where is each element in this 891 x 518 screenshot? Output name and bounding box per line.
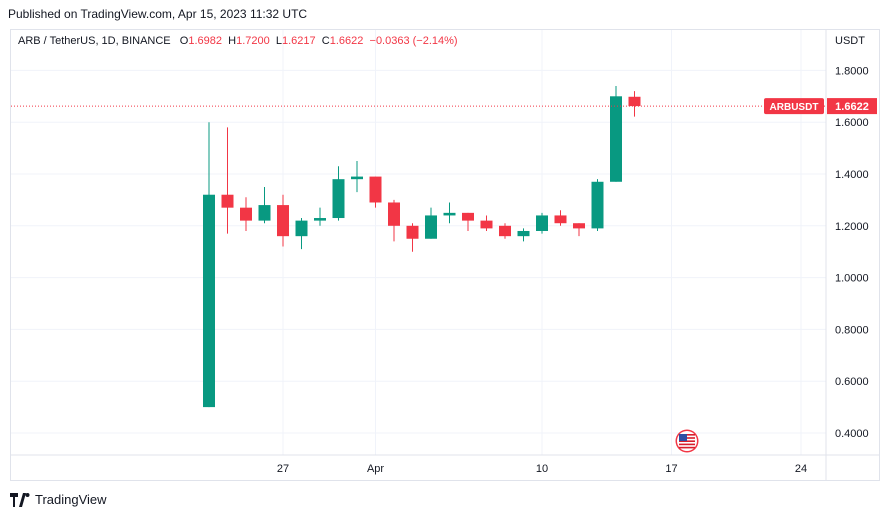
- flag-stripe: [679, 440, 695, 442]
- candle-body: [554, 215, 567, 224]
- low-value: 1.6217: [282, 35, 316, 47]
- y-tick-label: 1.4000: [835, 169, 869, 181]
- x-tick-label: 27: [277, 463, 289, 475]
- grid-lines: [11, 30, 826, 455]
- candle: [499, 223, 511, 239]
- candle: [517, 228, 530, 242]
- flag-stripe: [679, 446, 695, 449]
- candle-body: [480, 220, 493, 229]
- price-tag-value-bg: [827, 98, 877, 115]
- open-label: O: [179, 35, 189, 47]
- price-tag-symbol: ARBUSDT: [770, 102, 819, 113]
- candle-body: [425, 215, 437, 239]
- candle: [554, 210, 567, 226]
- flag-stripe: [679, 443, 695, 446]
- candle: [369, 176, 382, 208]
- candle-body: [277, 205, 289, 237]
- candle: [536, 212, 548, 234]
- candle-body: [258, 205, 271, 221]
- x-tick-label: 10: [536, 463, 548, 475]
- published-note: Published on TradingView.com, Apr 15, 20…: [8, 7, 308, 21]
- candle: [258, 186, 271, 224]
- currency-unit: USDT: [835, 35, 865, 47]
- candle-body: [499, 225, 511, 237]
- symbol-label[interactable]: ARB / TetherUS, 1D, BINANCE: [18, 35, 171, 47]
- us-flag-icon[interactable]: [675, 429, 699, 453]
- candle-body: [517, 230, 530, 237]
- x-tick-label: 24: [795, 463, 807, 475]
- candles: [203, 85, 641, 408]
- candle: [462, 212, 474, 231]
- candle-body: [462, 212, 474, 221]
- high-label: H: [228, 35, 237, 47]
- candle: [314, 207, 326, 226]
- close-value: 1.6622: [329, 35, 364, 47]
- footer-brand: TradingView: [35, 492, 107, 507]
- y-tick-label: 1.2000: [835, 221, 869, 233]
- candle-body: [240, 207, 252, 221]
- candle-body: [573, 223, 585, 229]
- price-axis: 1.8000 1.6000 1.4000 1.2000 1.0000 0.8000 0.60…: [825, 30, 869, 480]
- x-tick-label: Apr: [367, 463, 384, 475]
- candle-body: [332, 179, 345, 219]
- candle-body: [369, 176, 382, 203]
- time-axis: 27 Apr 10 17 24: [11, 454, 880, 475]
- candle: [425, 207, 437, 239]
- chart-frame: [10, 29, 880, 481]
- y-tick-label: 0.4000: [835, 428, 869, 440]
- candle-body: [388, 202, 400, 226]
- candle-body: [221, 194, 234, 208]
- candle: [221, 127, 234, 234]
- price-tag-symbol-bg: [764, 98, 824, 115]
- candle-body: [203, 194, 215, 408]
- candle: [240, 197, 252, 231]
- y-tick-label: 0.6000: [835, 376, 869, 388]
- candle: [388, 199, 400, 242]
- candle-body: [610, 96, 622, 182]
- price-tag-value: 1.6622: [835, 101, 869, 113]
- flag-canton: [679, 434, 687, 441]
- footer: TradingView: [10, 492, 107, 507]
- candle-body: [536, 215, 548, 231]
- candle-body: [351, 176, 363, 180]
- candle: [480, 215, 493, 231]
- open-value: 1.6982: [188, 35, 223, 47]
- tradingview-logo-icon: [10, 492, 30, 507]
- last-price-line: ARBUSDT 1.6622: [11, 98, 877, 115]
- candle: [610, 85, 622, 182]
- candle: [295, 218, 308, 250]
- candle: [443, 202, 456, 224]
- candle: [332, 166, 345, 221]
- candle-body: [628, 96, 641, 107]
- y-tick-label: 1.6000: [835, 117, 869, 129]
- close-label: C: [321, 35, 330, 47]
- high-value: 1.7200: [236, 35, 270, 47]
- low-label: L: [275, 35, 282, 47]
- candle-body: [295, 220, 308, 237]
- candle: [351, 161, 363, 193]
- candle: [573, 223, 585, 237]
- candle: [591, 179, 604, 231]
- change-value: −0.0363 (−2.14%): [369, 35, 458, 47]
- candle: [277, 194, 289, 247]
- y-tick-label: 1.8000: [835, 65, 869, 77]
- candle: [406, 223, 419, 252]
- candle-body: [443, 212, 456, 216]
- ohlc-legend: ARB / TetherUS, 1D, BINANCE O1.6982 H1.7…: [18, 35, 458, 47]
- x-tick-label: 17: [665, 463, 677, 475]
- candle-body: [314, 218, 326, 221]
- candle: [628, 91, 641, 117]
- y-tick-label: 0.8000: [835, 324, 869, 336]
- candle-body: [591, 181, 604, 229]
- y-tick-label: 1.0000: [835, 273, 869, 285]
- candle: [203, 122, 215, 408]
- candle-body: [406, 225, 419, 239]
